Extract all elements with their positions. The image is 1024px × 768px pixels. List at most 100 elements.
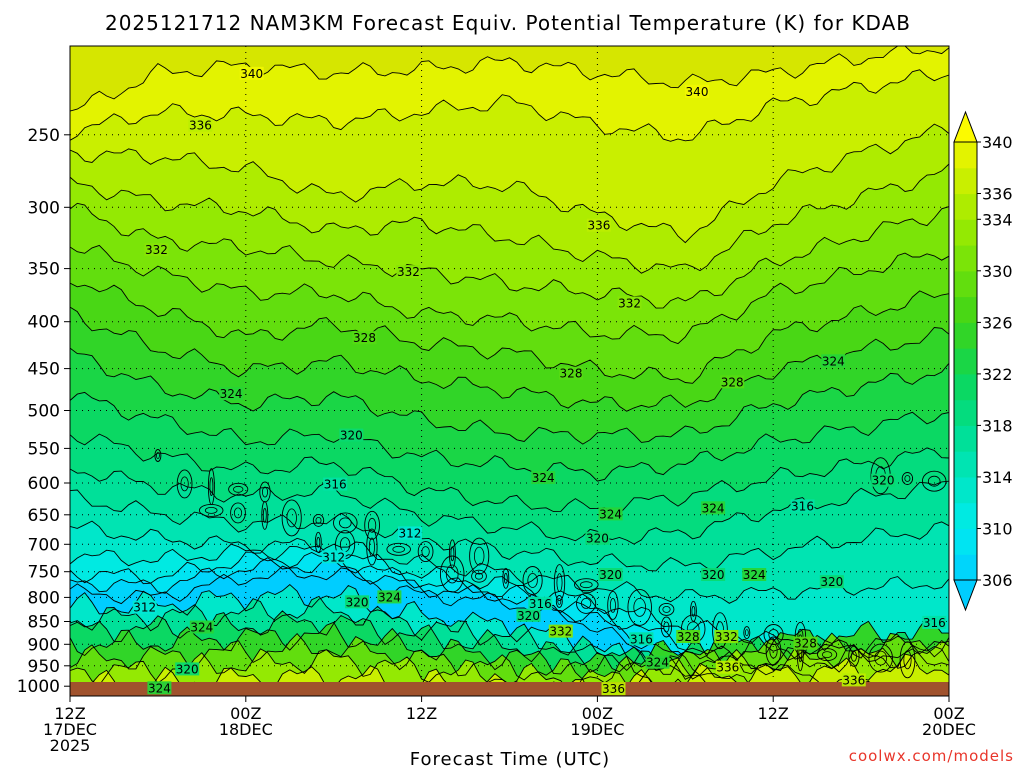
contour-label-bg [397,526,422,540]
contour-cell [901,472,914,485]
contour-cell-inner [744,629,749,636]
colorbar-segment [954,425,977,452]
contour-lines [70,46,949,696]
contour-label-bg [871,473,896,487]
colorbar-tick-label: 318 [982,416,1013,435]
x-tick-label: 12Z [758,704,789,723]
x-tick-label: 00Z [582,704,613,723]
contour-label-text: 332 [145,243,168,257]
contour-cell-inner [315,517,322,524]
contour-label-bg [219,387,244,401]
plot-frame [69,45,950,697]
y-tick-label: 1000 [17,677,60,697]
contour-label-bg [685,84,709,98]
contour-cell [796,634,804,672]
contour-cell [763,624,784,645]
contour-cell-inner [421,546,430,557]
contour-cell [417,541,434,563]
contour-label-text: 336 [587,219,610,233]
x-tick-label: 17DEC [43,720,97,739]
contour-label-text: 324 [148,681,171,695]
contour-label: 316 [790,499,815,513]
contour-label-text: 324 [702,501,725,515]
contour-label-bg [559,366,583,380]
contour-label-bg [352,331,377,345]
chart-title: 2025121712 NAM3KM Forecast Equiv. Potent… [105,11,911,35]
contour-cell [555,594,563,608]
contour-label-text: 320 [820,575,843,589]
x-axis-label: Forecast Time (UTC) [410,749,610,768]
contour-cell [607,590,619,620]
contour-label: 320 [819,575,844,589]
contour-cell [848,645,860,667]
colorbar-segment [954,373,977,401]
contour-label-text: 320 [599,568,622,582]
contour-label-bg [339,428,364,442]
contour-label-text: 320 [340,429,363,443]
contour-label-text: 332 [618,296,641,310]
colorbar-segment [954,451,977,478]
contour-cell-inner [233,507,243,519]
colorbar-tick-label: 306 [982,571,1013,590]
contour-label: 336 [841,673,866,687]
contour-label-bg [793,636,818,650]
contour-label: 320 [701,568,726,582]
contour-cell-inner [557,598,562,605]
contour-label: 320 [871,473,896,488]
contour-label: 324 [531,471,556,485]
contour-label: 332 [548,624,573,639]
contour-cell-inner [338,517,352,529]
contour-label-text: 316 [791,499,814,513]
contour-label-text: 336 [842,673,865,687]
contour-label-bg [548,624,573,638]
contour-label-text: 316 [324,478,347,492]
contour-label: 324 [377,590,402,604]
y-tick-label: 300 [28,198,60,218]
contour-338 [70,69,949,142]
contour-328 [70,282,949,384]
contour-cell [198,503,224,517]
colorbar-tick-label: 336 [982,185,1013,204]
colorbar-segment [954,270,977,298]
contour-label-text: 320 [517,609,540,623]
contour-label-text: 336 [716,661,739,675]
colorbar-segment [954,193,977,220]
low-contour-328 [70,632,949,684]
contour-cell-inner [316,536,321,548]
contour-cell [522,566,543,595]
contour-label: 324 [701,501,726,515]
filled-bands [70,46,949,696]
contour-cell [743,626,751,640]
contour-cell-inner [503,572,508,584]
contour-cell-inner [367,517,377,533]
contour-label: 332 [714,630,739,644]
colorbar-tick-label: 340 [982,133,1013,152]
contour-label: 332 [396,265,421,279]
contour-labels: 340 340 336 336 332 332 332 328 328 328 324 324 324 3… [132,66,947,696]
colorbar-tick-label: 314 [982,468,1013,487]
contour-cell-inner [662,606,671,613]
contour-label-text: 312 [322,550,345,564]
plot-area [70,46,949,696]
y-tick-label: 700 [28,535,60,555]
contour-cell-inner [262,508,267,523]
x-tick-label: 19DEC [570,720,624,739]
contour-label-text: 320 [176,662,199,676]
contour-cell [471,569,487,583]
contour-cell-inner [768,629,779,640]
contour-cell-inner [850,650,857,662]
y-tick-label: 900 [28,635,60,655]
contour-cell [230,502,246,524]
contour-label-bg [323,477,348,491]
contour-label-bg [528,596,553,610]
contour-cell [261,500,269,530]
contour-label: 324 [189,620,214,635]
contour-label-text: 328 [677,630,700,644]
contour-label-text: 324 [743,568,766,582]
contour-label: 332 [144,243,169,257]
y-tick-label: 350 [28,260,60,280]
x-tick-label: 2025 [50,736,91,755]
x-tick-label: 12Z [54,704,85,723]
colorbar-segment [954,322,977,349]
contour-cell-inner [474,572,484,580]
